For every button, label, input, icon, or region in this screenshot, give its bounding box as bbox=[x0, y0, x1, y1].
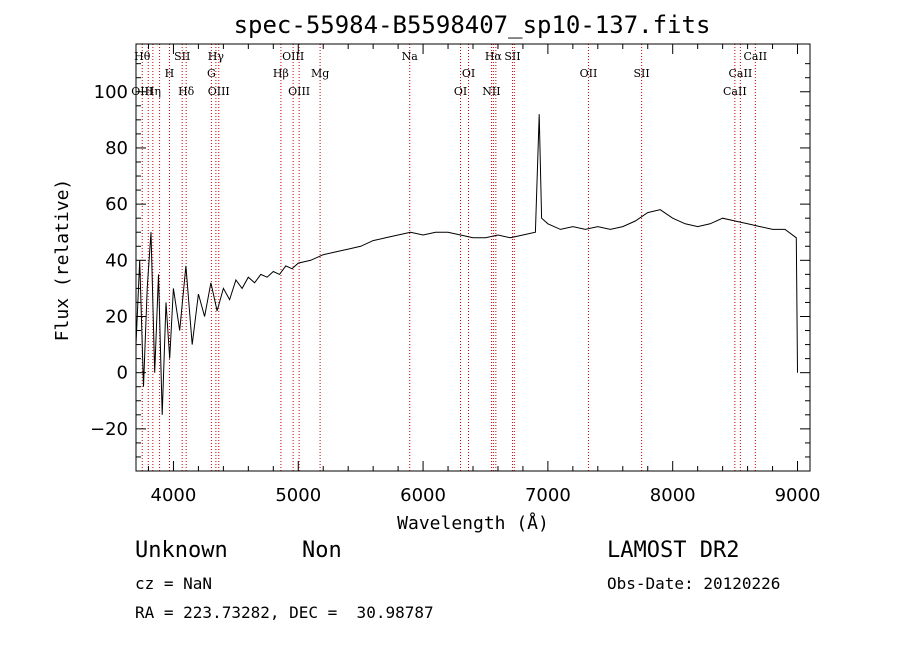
coordinates: RA = 223.73282, DEC = 30.98787 bbox=[135, 603, 434, 622]
spectral-line-label: Mg bbox=[311, 67, 329, 80]
y-axis: −20 0 20 40 60 80 100 bbox=[90, 63, 810, 458]
object-subclass: Non bbox=[302, 538, 342, 563]
spectral-line-label: Hα bbox=[485, 50, 503, 63]
spectral-line-label: H bbox=[165, 67, 175, 80]
spectral-line-label: G bbox=[207, 67, 216, 80]
y-tick-label: 100 bbox=[94, 82, 128, 103]
object-class: Unknown bbox=[135, 538, 228, 563]
x-tick-label: 5000 bbox=[275, 485, 321, 506]
chart-title: spec-55984-B5598407_sp10-137.fits bbox=[234, 11, 711, 39]
observation-date: Obs-Date: 20120226 bbox=[607, 574, 781, 593]
spectrum-series-line bbox=[135, 114, 798, 415]
y-tick-label: 60 bbox=[105, 194, 128, 215]
spectral-line-label: OIII bbox=[208, 85, 230, 98]
y-tick-label: 20 bbox=[105, 306, 128, 327]
plot-frame bbox=[135, 43, 811, 472]
x-tick-label: 9000 bbox=[775, 485, 821, 506]
spectral-line-label: OI bbox=[462, 67, 475, 80]
spectral-line-label: CaII bbox=[723, 85, 747, 98]
spectral-line-label: CaII bbox=[743, 50, 767, 63]
spectral-line-label: SII bbox=[174, 50, 190, 63]
y-tick-label: −20 bbox=[90, 419, 128, 440]
y-tick-label: 40 bbox=[105, 250, 128, 271]
spectral-line-label: CaII bbox=[729, 67, 753, 80]
y-axis-label: Flux (relative) bbox=[52, 179, 73, 342]
spectral-line-label: Hθ bbox=[134, 50, 151, 63]
spectral-line-label: OIII bbox=[288, 85, 310, 98]
spectral-line-label: OII bbox=[580, 67, 598, 80]
y-tick-label: 0 bbox=[117, 363, 128, 384]
spectral-line-label: Na bbox=[402, 50, 419, 63]
spectral-line-label: Hδ bbox=[178, 85, 195, 98]
spectral-line-label: Hβ bbox=[273, 67, 289, 80]
x-tick-label: 4000 bbox=[151, 485, 197, 506]
y-tick-label: 80 bbox=[105, 138, 128, 159]
x-tick-label: 7000 bbox=[525, 485, 571, 506]
x-axis-label: Wavelength (Å) bbox=[397, 512, 549, 534]
survey-name: LAMOST DR2 bbox=[607, 538, 740, 563]
x-tick-label: 6000 bbox=[400, 485, 446, 506]
spectral-line-markers bbox=[141, 44, 756, 471]
spectral-line-label: OI bbox=[454, 85, 467, 98]
spectral-line-labels: HθOIIIHηHSIIHδGHγOIIIHβOIIIOIIIMgNaOIOIN… bbox=[131, 50, 767, 98]
spectral-line-label: Hη bbox=[145, 85, 161, 98]
spectral-line-label: SII bbox=[504, 50, 520, 63]
spectral-line-label: NII bbox=[482, 85, 500, 98]
x-axis: 4000 5000 6000 7000 8000 9000 bbox=[147, 44, 821, 506]
spectral-line-label: SII bbox=[634, 67, 650, 80]
spectral-line-label: OIII bbox=[282, 50, 304, 63]
spectral-line-label: Hγ bbox=[208, 50, 225, 63]
x-tick-label: 8000 bbox=[650, 485, 696, 506]
redshift-cz: cz = NaN bbox=[135, 574, 213, 593]
